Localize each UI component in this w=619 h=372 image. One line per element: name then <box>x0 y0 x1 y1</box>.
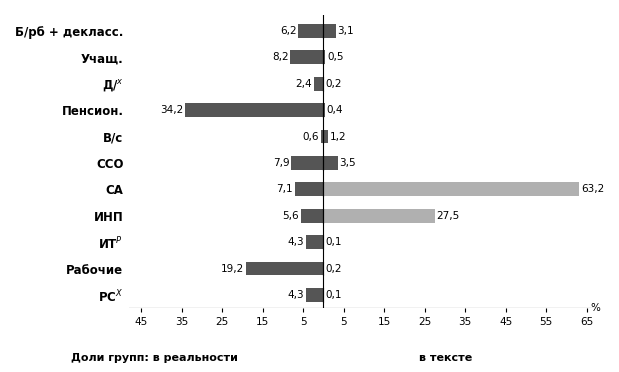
Bar <box>323 262 324 275</box>
Text: 4,3: 4,3 <box>288 237 305 247</box>
Bar <box>298 24 323 38</box>
Bar <box>306 235 323 249</box>
Text: 5,6: 5,6 <box>282 211 299 221</box>
Text: 6,2: 6,2 <box>280 26 297 36</box>
Text: 0,1: 0,1 <box>326 290 342 300</box>
Text: 0,6: 0,6 <box>303 132 319 141</box>
Text: 0,2: 0,2 <box>326 79 342 89</box>
Bar <box>295 183 323 196</box>
Text: 19,2: 19,2 <box>221 264 244 273</box>
Text: 8,2: 8,2 <box>272 52 288 62</box>
Bar <box>301 209 323 222</box>
Text: 63,2: 63,2 <box>581 185 604 194</box>
Text: Доли групп: в реальности: Доли групп: в реальности <box>71 353 238 363</box>
Bar <box>306 288 323 302</box>
Bar <box>323 24 336 38</box>
Bar <box>314 77 323 90</box>
Text: 4,3: 4,3 <box>288 290 305 300</box>
Text: 3,5: 3,5 <box>339 158 356 168</box>
Bar <box>185 103 323 117</box>
Bar <box>290 50 323 64</box>
Text: 7,9: 7,9 <box>273 158 290 168</box>
Text: в тексте: в тексте <box>419 353 472 363</box>
Bar <box>323 50 326 64</box>
Text: 7,1: 7,1 <box>277 185 293 194</box>
Bar <box>323 209 435 222</box>
Text: 0,1: 0,1 <box>326 237 342 247</box>
Text: 0,4: 0,4 <box>327 105 343 115</box>
Bar <box>323 77 324 90</box>
Bar <box>323 183 579 196</box>
Text: 1,2: 1,2 <box>330 132 347 141</box>
Text: 27,5: 27,5 <box>436 211 460 221</box>
Bar <box>323 130 328 143</box>
Text: 3,1: 3,1 <box>337 26 354 36</box>
Text: 0,2: 0,2 <box>326 264 342 273</box>
Bar <box>321 130 323 143</box>
Text: 2,4: 2,4 <box>295 79 312 89</box>
Text: 0,5: 0,5 <box>327 52 344 62</box>
Bar <box>323 156 337 170</box>
Bar <box>323 103 325 117</box>
Bar <box>292 156 323 170</box>
Bar <box>246 262 323 275</box>
Text: %: % <box>591 303 600 313</box>
Text: 34,2: 34,2 <box>160 105 183 115</box>
